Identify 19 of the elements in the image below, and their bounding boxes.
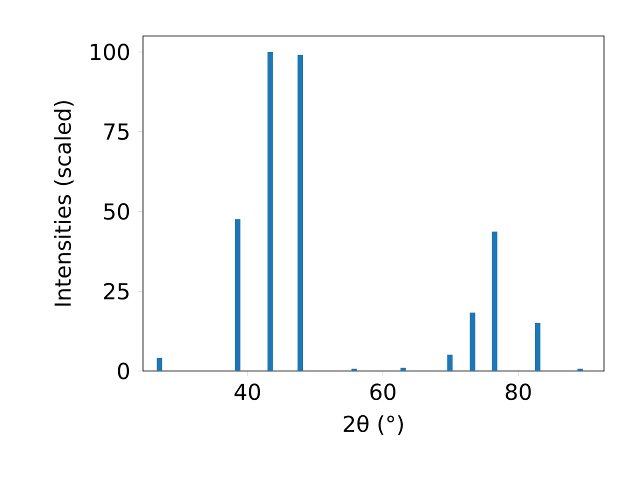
bar	[298, 54, 303, 371]
y-tick-label: 75	[104, 124, 129, 140]
x-tick-label: 80	[506, 384, 531, 400]
bar	[400, 368, 406, 371]
x-tick-label: 40	[234, 384, 260, 400]
y-tick-label: 50	[104, 203, 129, 220]
bar	[492, 232, 498, 371]
bar	[534, 322, 540, 371]
y-tick-label: 0	[118, 362, 130, 380]
bar	[234, 219, 240, 371]
bar	[470, 312, 476, 371]
y-tick-label: 25	[104, 282, 129, 300]
bar	[268, 52, 273, 371]
y-tick-label: 100	[90, 44, 129, 60]
y-axis-title: Intensities (scaled)	[54, 101, 74, 306]
x-tick-label: 60	[370, 384, 396, 400]
x-axis-title: 2θ (°)	[344, 415, 403, 435]
bar	[447, 354, 453, 371]
bar	[156, 358, 162, 371]
